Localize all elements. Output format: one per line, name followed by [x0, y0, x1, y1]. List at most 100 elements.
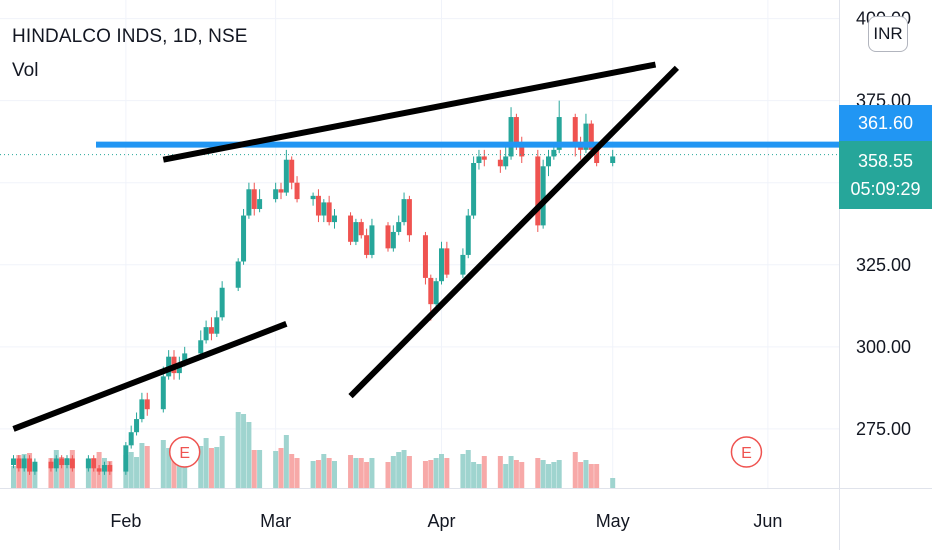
volume-bar: [406, 456, 412, 488]
volume-bar: [160, 440, 166, 488]
candle-body: [396, 222, 402, 232]
candle-body: [444, 248, 450, 275]
candle-body: [610, 156, 616, 164]
candle-body: [497, 159, 503, 167]
volume-bar: [144, 446, 150, 488]
volume-bar: [289, 454, 295, 488]
candle-body: [551, 149, 557, 157]
candle-body: [160, 376, 166, 410]
candle-body: [144, 399, 150, 410]
candle-body: [433, 281, 439, 305]
volume-bar: [278, 448, 284, 488]
candle-body: [535, 156, 541, 226]
volume-bar: [594, 464, 600, 488]
candle-body: [198, 340, 204, 354]
trendline[interactable]: [348, 65, 680, 399]
volume-bar: [444, 458, 450, 488]
candle-body: [219, 287, 225, 318]
candle-body: [358, 222, 364, 236]
volume-bar: [428, 460, 434, 488]
volume-bar: [294, 458, 300, 488]
candle-body: [257, 199, 263, 209]
volume-bar: [139, 443, 145, 488]
currency-button[interactable]: INR: [868, 16, 908, 52]
candle-body: [139, 399, 145, 420]
volume-bar: [198, 446, 204, 488]
volume-bar: [91, 458, 97, 488]
candle-body: [273, 189, 279, 200]
volume-bar: [326, 458, 332, 488]
candle-body: [310, 195, 316, 200]
volume-bar: [396, 452, 402, 488]
candle-body: [348, 215, 354, 242]
candle-body: [294, 182, 300, 200]
candle-body: [101, 465, 107, 472]
trendline[interactable]: [12, 321, 288, 432]
candle-body: [27, 458, 33, 472]
candle-body: [503, 156, 509, 167]
volume-bar: [353, 458, 359, 488]
volume-bar: [481, 456, 487, 488]
volume-bar: [433, 458, 439, 488]
volume-bar: [508, 456, 514, 488]
volume-bar: [583, 460, 589, 488]
candle-body: [583, 123, 589, 150]
volume-bar: [32, 464, 38, 488]
candle-body: [572, 117, 578, 144]
volume-bar: [214, 447, 220, 488]
candle-body: [476, 156, 482, 164]
candle-body: [21, 458, 27, 469]
candle-body: [203, 327, 209, 341]
candle-body: [594, 149, 600, 164]
candle-body: [326, 202, 332, 223]
candle-body: [59, 458, 65, 466]
earnings-label: E: [741, 445, 752, 462]
volume-bar: [134, 457, 140, 488]
volume-bar: [332, 461, 337, 488]
volume-bar: [401, 450, 407, 488]
volume-bar: [503, 464, 509, 488]
candles: [11, 100, 616, 475]
earnings-label: E: [179, 445, 190, 462]
candle-body: [85, 458, 91, 469]
candle-body: [588, 123, 594, 150]
hline-price-label: 361.60: [839, 105, 932, 141]
candle-body: [107, 465, 113, 472]
volume-bar: [246, 422, 252, 488]
volume-bar: [471, 462, 477, 488]
candle-body: [251, 189, 257, 209]
volume-bar: [513, 460, 519, 488]
volume-bar: [251, 450, 257, 488]
volume-bar: [171, 448, 177, 488]
volume-bar: [422, 461, 428, 488]
candle-body: [390, 231, 396, 249]
volume-bar: [85, 459, 91, 488]
volume-bar: [556, 460, 562, 488]
volume-bar: [439, 454, 444, 488]
candle-body: [69, 458, 75, 469]
candle-body: [208, 327, 214, 334]
volume-bar: [519, 462, 525, 488]
drawings[interactable]: [0, 61, 839, 432]
candle-body: [364, 235, 370, 255]
volume-bar: [273, 451, 279, 488]
candle-body: [128, 432, 134, 446]
candle-body: [134, 419, 140, 433]
bar-countdown: 05:09:29: [850, 179, 921, 199]
trendline[interactable]: [162, 61, 657, 163]
volume-bar: [578, 462, 584, 488]
last-price-value: 358.55: [857, 151, 914, 171]
volume-bar: [385, 462, 391, 488]
time-tick-label: Apr: [427, 511, 455, 531]
volume-bar: [390, 456, 396, 488]
volume-bar: [64, 458, 70, 488]
candle-body: [465, 215, 471, 255]
volume-bar: [321, 454, 327, 488]
candle-body: [353, 222, 359, 242]
candle-body: [283, 159, 289, 193]
candle-body: [53, 458, 59, 469]
candle-body: [513, 117, 519, 144]
volume-bar: [358, 458, 364, 488]
